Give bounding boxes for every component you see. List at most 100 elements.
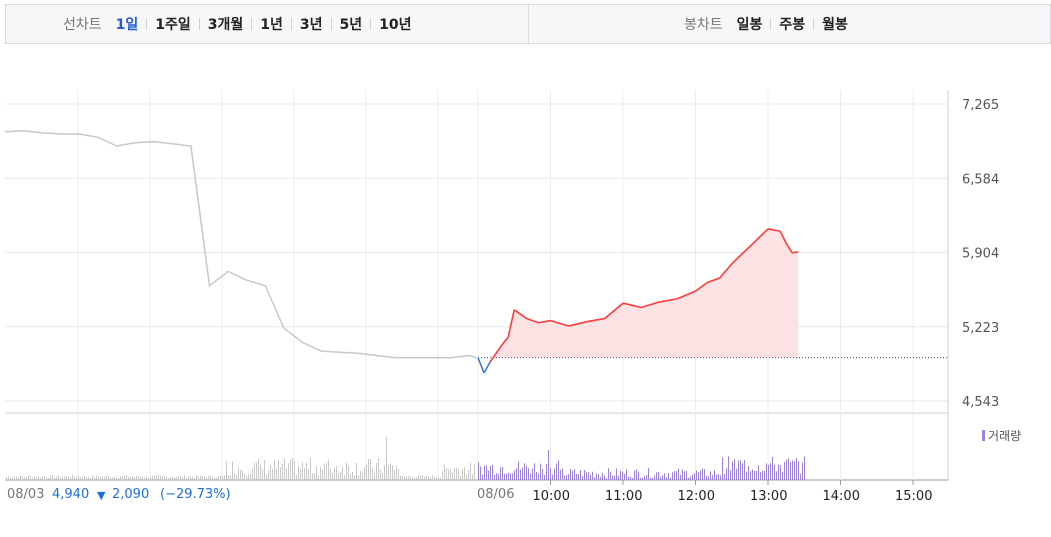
volume-bar-today <box>742 463 743 480</box>
volume-bar-prev <box>228 475 229 480</box>
volume-bar-prev <box>34 476 35 480</box>
volume-bar-today <box>790 462 791 480</box>
candle-chart-period-1[interactable]: 주봉 <box>779 17 806 33</box>
today-line-segment-21 <box>731 245 751 265</box>
volume-bar-prev <box>308 469 309 480</box>
volume-bar-today <box>632 477 633 480</box>
volume-bar-today <box>582 476 583 480</box>
volume-bar-today <box>614 475 615 480</box>
volume-bar-prev <box>44 476 45 480</box>
volume-bar-today <box>500 467 501 480</box>
volume-bar-prev <box>424 476 425 480</box>
candle-chart-period-2[interactable]: 월봉 <box>822 17 848 33</box>
volume-bar-prev <box>260 464 261 480</box>
volume-bar-today <box>586 472 587 480</box>
volume-bar-prev <box>134 476 135 480</box>
volume-bar-prev <box>384 464 385 480</box>
volume-bar-prev <box>294 461 295 480</box>
volume-bar-prev <box>296 474 297 480</box>
volume-bar-prev <box>418 475 419 480</box>
volume-bar-prev <box>426 475 427 480</box>
today-price-line <box>477 228 948 374</box>
volume-bar-today <box>656 472 657 480</box>
volume-bar-prev <box>200 475 201 480</box>
line-chart-period-3[interactable]: 1년 <box>260 17 283 33</box>
volume-bar-prev <box>278 459 279 480</box>
volume-bar-today <box>740 460 741 480</box>
volume-bar-today <box>752 469 753 480</box>
today-line-segment-22 <box>749 228 769 247</box>
volume-bar-today <box>554 468 555 480</box>
volume-bar-prev <box>78 476 79 480</box>
volume-bar-today <box>502 467 503 480</box>
volume-bar-today <box>638 471 639 480</box>
x-tick-label-4: 14:00 <box>823 489 860 504</box>
volume-bar-prev <box>210 475 211 480</box>
x-tick-label-3: 13:00 <box>750 489 787 504</box>
previous-day-price-line <box>4 129 477 359</box>
volume-bar-prev <box>238 467 239 480</box>
volume-bar-today <box>728 456 729 480</box>
volume-bar-prev <box>76 477 77 480</box>
volume-bar-today <box>764 471 765 480</box>
change-percent: (−29.73%) <box>160 487 231 502</box>
line-chart-period-6[interactable]: 10년 <box>379 17 412 33</box>
volume-bar-prev <box>144 477 145 480</box>
line-chart-period-1[interactable]: 1주일 <box>155 17 191 33</box>
volume-bar-today <box>788 458 789 480</box>
today-line-segment-1 <box>477 357 485 374</box>
volume-bar-prev <box>100 477 101 480</box>
volume-bar-prev <box>214 477 215 480</box>
volume-bar-today <box>546 464 547 480</box>
volume-bar-prev <box>244 473 245 480</box>
volume-bar-prev <box>440 477 441 480</box>
volume-bar-today <box>506 473 507 480</box>
volume-bar-prev <box>472 473 473 480</box>
line-chart-period-2[interactable]: 3개월 <box>207 17 244 33</box>
volume-bar-prev <box>392 465 393 480</box>
volume-bar-today <box>662 475 663 480</box>
volume-bar-prev <box>42 476 43 480</box>
volume-bar-today <box>730 470 731 480</box>
line-chart-period-5[interactable]: 5년 <box>339 17 363 33</box>
volume-bar-prev <box>318 475 319 480</box>
volume-bar-today <box>732 461 733 480</box>
volume-bar-prev <box>342 466 343 480</box>
today-line-segment-5 <box>501 336 509 346</box>
y-tick-label-1: 6,584 <box>962 172 999 187</box>
volume-bar-prev <box>146 475 147 480</box>
volume-bar-today <box>770 463 771 480</box>
volume-bar-prev <box>378 458 379 480</box>
volume-bar-prev <box>90 477 91 480</box>
volume-bar-prev <box>16 476 17 480</box>
volume-bar-today <box>778 464 779 480</box>
volume-bar-prev <box>386 437 387 480</box>
line-chart-period-4[interactable]: 3년 <box>299 17 323 33</box>
volume-bar-prev <box>436 477 437 480</box>
volume-bar-today <box>624 474 625 480</box>
volume-bar-prev <box>256 462 257 480</box>
volume-bar-prev <box>38 475 39 480</box>
volume-bar-today <box>680 474 681 480</box>
volume-bar-prev <box>66 475 67 480</box>
volume-bar-prev <box>114 476 115 480</box>
volume-bar-prev <box>266 474 267 480</box>
separator <box>813 18 815 30</box>
volume-bar-prev <box>360 470 361 480</box>
volume-bar-prev <box>166 476 167 480</box>
line-chart-period-0[interactable]: 1일 <box>115 17 139 33</box>
chart-grid <box>5 90 949 481</box>
separator <box>290 18 292 30</box>
volume-bar-today <box>754 471 755 480</box>
volume-bar-prev <box>250 474 251 480</box>
today-line-segment-12 <box>586 317 606 323</box>
candle-chart-period-0[interactable]: 일봉 <box>736 17 763 33</box>
volume-bar-today <box>480 466 481 480</box>
today-line-segment-14 <box>622 302 642 309</box>
volume-bar-prev <box>362 471 363 480</box>
volume-bar-today <box>532 468 533 480</box>
volume-bar-today <box>524 463 525 480</box>
volume-bar-prev <box>18 477 19 480</box>
volume-bar-prev <box>84 475 85 480</box>
volume-bar-prev <box>182 477 183 480</box>
